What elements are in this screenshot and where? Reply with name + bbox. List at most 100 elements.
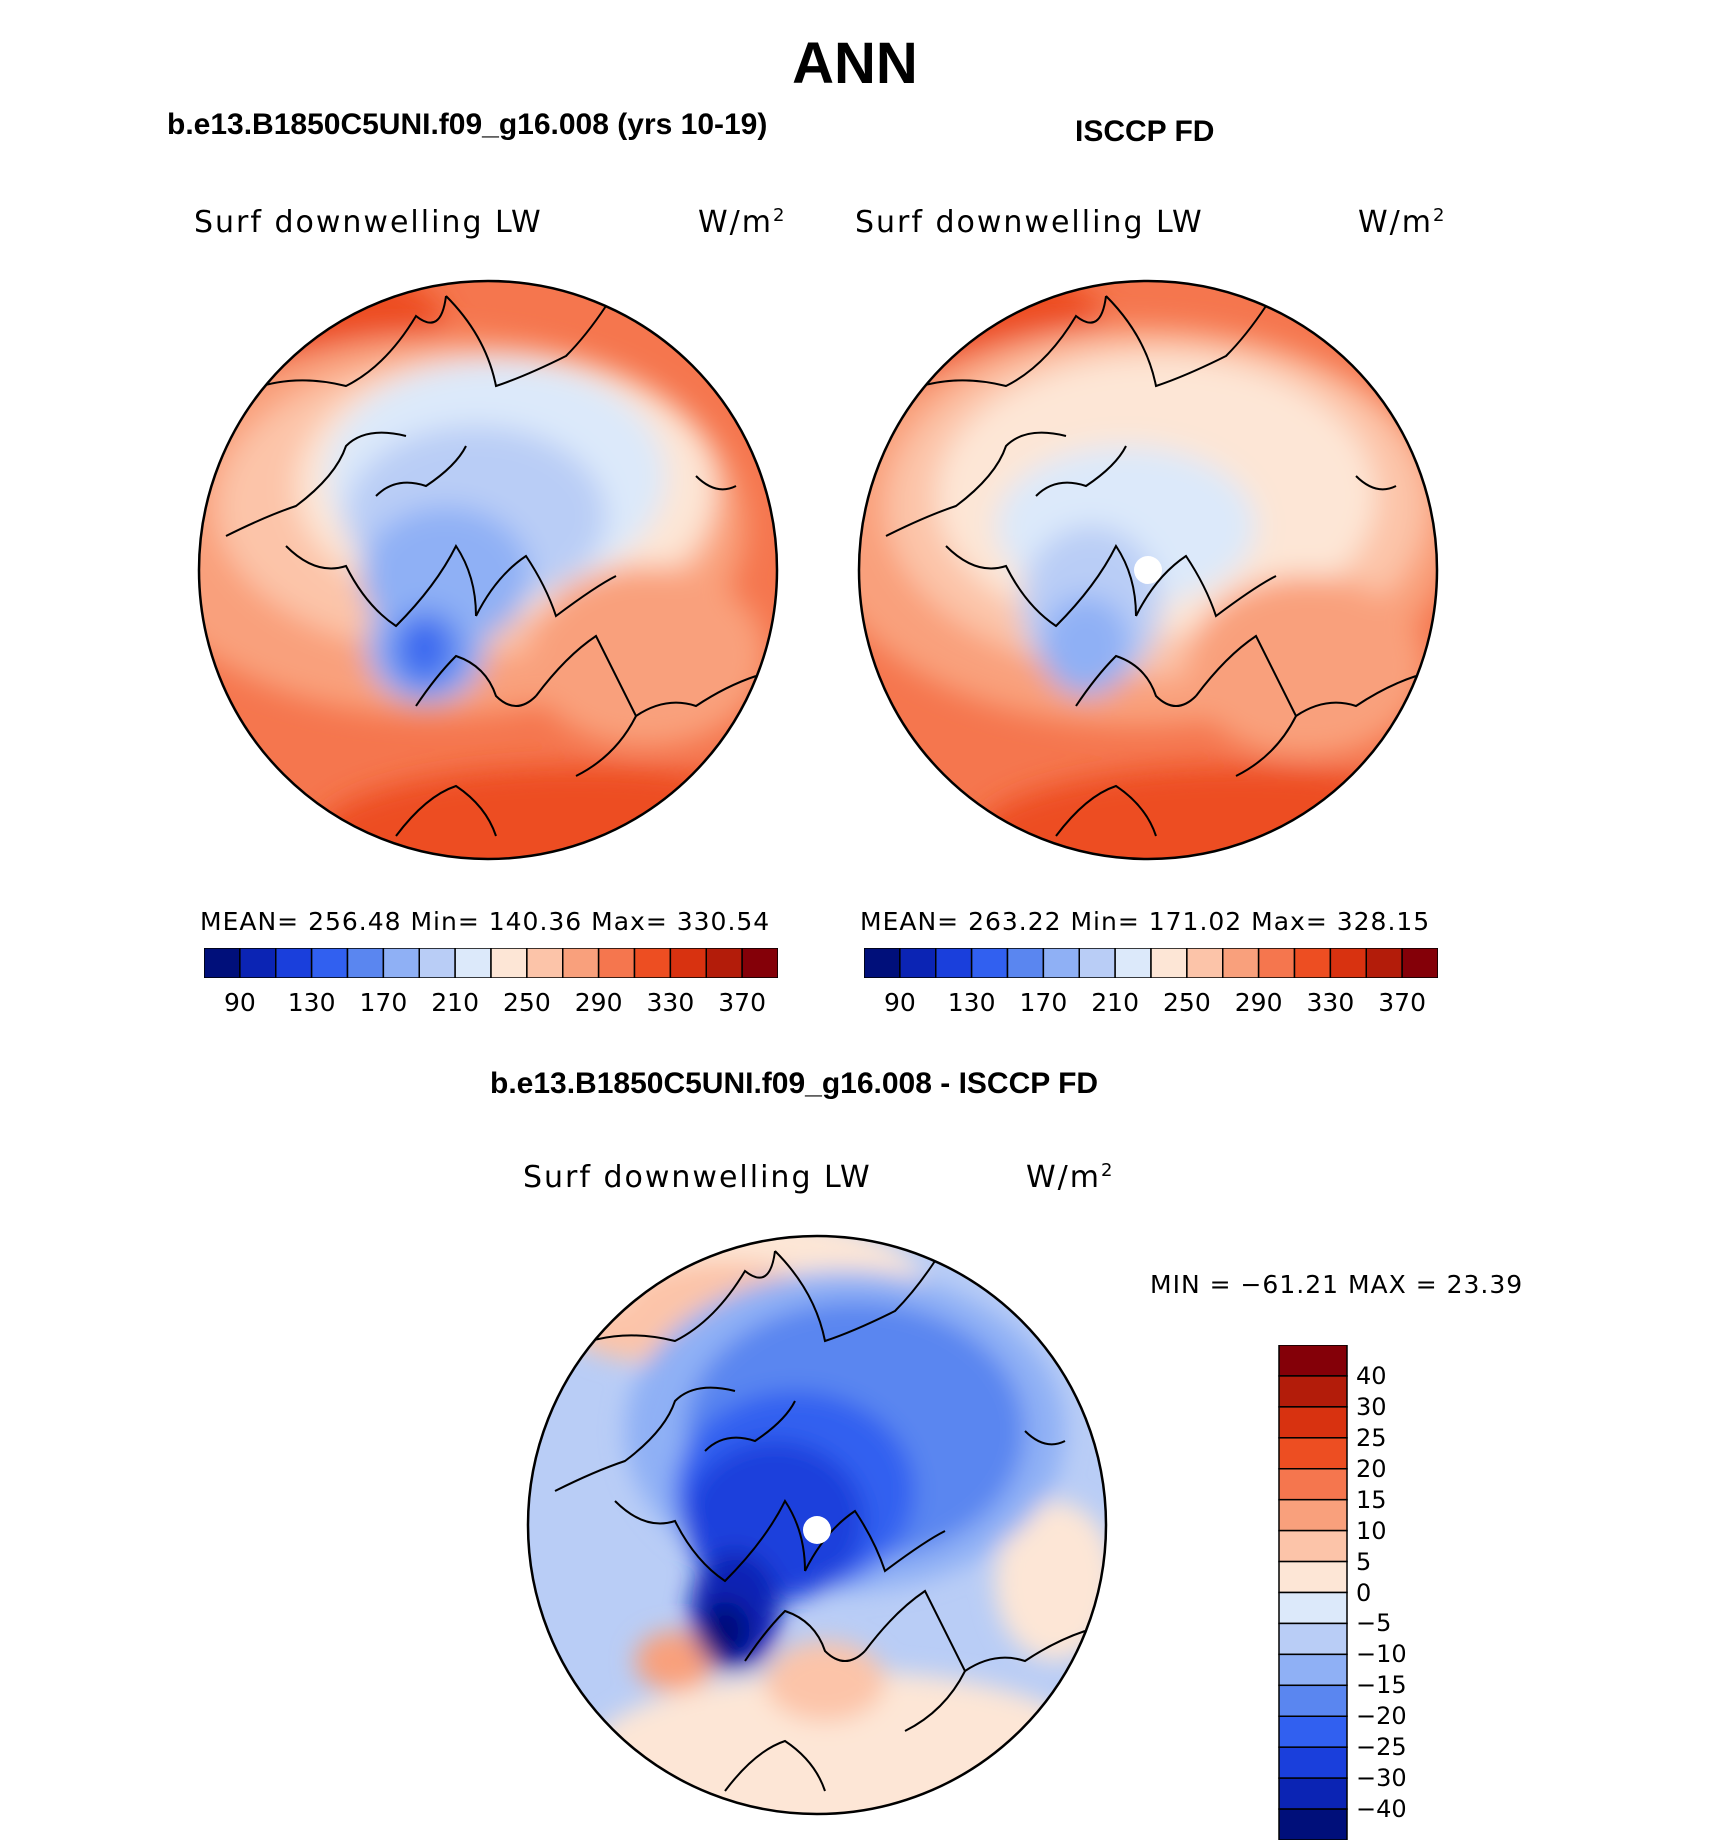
- diff-colorbar-box: [1278, 1653, 1348, 1687]
- panel2-colorbar-box: [864, 948, 901, 978]
- panel1-colorbar-box: [204, 948, 241, 978]
- panel2-colorbar-box: [1401, 948, 1438, 978]
- panel2-colorbar-box: [1150, 948, 1188, 978]
- diff-colorbar: [1278, 1345, 1348, 1840]
- diff-colorbar-box: [1278, 1498, 1348, 1532]
- panel2-colorbar-tick-label: 170: [1019, 988, 1068, 1017]
- panel1-units: W/m2: [698, 205, 787, 240]
- diff-colorbar-box: [1278, 1468, 1348, 1501]
- panel1-colorbar-tick-label: 210: [431, 988, 479, 1017]
- panel2-stats: MEAN= 263.22 Min= 171.02 Max= 328.15: [860, 907, 1431, 936]
- diff-units: W/m2: [1026, 1160, 1115, 1195]
- panel1-colorbar: [204, 948, 778, 978]
- panel1-colorbar-box: [597, 948, 636, 978]
- panel1-colorbar-box: [490, 948, 528, 978]
- panel2-colorbar-box: [1293, 948, 1332, 978]
- diff-colorbar-box: [1278, 1622, 1348, 1656]
- panel2-colorbar-box: [1186, 948, 1224, 978]
- diff-colorbar-tick-label: −15: [1356, 1671, 1407, 1700]
- panel2-colorbar-box: [1222, 948, 1260, 978]
- panel1-colorbar-tick-label: 170: [359, 988, 408, 1017]
- panel2-colorbar-tick-label: 370: [1378, 988, 1426, 1017]
- diff-colorbar-ticks: 40 30 25 20 15 10 5 0 −5 −10 −15 −20 −25 −30 −40: [1356, 1345, 1476, 1840]
- panel1-colorbar-box: [562, 948, 600, 978]
- panel1-colorbar-box: [239, 948, 277, 978]
- panel1-colorbar-box: [418, 948, 456, 978]
- panel2-colorbar-box: [1078, 948, 1116, 978]
- panel1-stats: MEAN= 256.48 Min= 140.36 Max= 330.54: [200, 907, 771, 936]
- panel2-subtitle: ISCCP FD: [1075, 115, 1215, 148]
- diff-colorbar-tick-label: −40: [1356, 1795, 1407, 1824]
- diff-colorbar-box: [1278, 1684, 1348, 1717]
- panel1-colorbar-box: [454, 948, 492, 978]
- diff-colorbar-tick-label: −20: [1356, 1702, 1407, 1731]
- panel2-colorbar-box: [970, 948, 1009, 978]
- panel1-colorbar-ticks: 90 130 170 210 250 290 330 370: [204, 988, 778, 1020]
- panel2-colorbar-box: [1329, 948, 1367, 978]
- diff-colorbar-tick-label: 10: [1356, 1516, 1387, 1545]
- diff-stats: MIN = −61.21 MAX = 23.39: [1150, 1270, 1524, 1299]
- panel1-colorbar-box: [705, 948, 743, 978]
- diff-colorbar-box: [1278, 1529, 1348, 1563]
- diff-colorbar-box: [1278, 1808, 1348, 1840]
- diff-variable-label: Surf downwelling LW: [523, 1160, 872, 1195]
- diff-colorbar-box: [1278, 1437, 1348, 1470]
- panel1-polar-map: [197, 279, 779, 861]
- panel1-colorbar-box: [275, 948, 313, 978]
- panel1-colorbar-tick-label: 290: [574, 988, 623, 1017]
- panel2-colorbar-tick-label: 90: [883, 988, 916, 1017]
- diff-colorbar-tick-label: 0: [1356, 1578, 1372, 1607]
- diff-colorbar-tick-label: 40: [1356, 1361, 1387, 1390]
- panel1-colorbar-tick-label: 90: [223, 988, 256, 1017]
- diff-colorbar-box: [1278, 1591, 1348, 1625]
- diff-colorbar-tick-label: 30: [1356, 1392, 1387, 1421]
- panel1-colorbar-box: [310, 948, 349, 978]
- diff-colorbar-tick-label: 20: [1356, 1454, 1387, 1483]
- panel1-colorbar-tick-label: 370: [718, 988, 766, 1017]
- panel1-colorbar-box: [382, 948, 420, 978]
- diff-colorbar-box: [1278, 1375, 1348, 1408]
- page-title: ANN: [792, 31, 918, 96]
- panel2-colorbar-ticks: 90 130 170 210 250 290 330 370: [864, 988, 1438, 1020]
- panel1-colorbar-box: [346, 948, 385, 978]
- panel2-colorbar-box: [935, 948, 973, 978]
- panel1-colorbar-box: [669, 948, 707, 978]
- diff-subtitle: b.e13.B1850C5UNI.f09_g16.008 - ISCCP FD: [490, 1067, 1099, 1100]
- panel2-colorbar-tick-label: 210: [1091, 988, 1139, 1017]
- diff-colorbar-box: [1278, 1777, 1348, 1810]
- panel1-colorbar-tick-label: 330: [646, 988, 695, 1017]
- diff-colorbar-tick-label: 5: [1356, 1547, 1372, 1576]
- panel2-colorbar-box: [1006, 948, 1045, 978]
- panel2-colorbar-box: [1365, 948, 1403, 978]
- panel1-colorbar-box: [526, 948, 564, 978]
- diff-colorbar-box: [1278, 1406, 1348, 1439]
- diff-colorbar-box: [1278, 1715, 1348, 1748]
- panel2-polar-map: [857, 279, 1439, 861]
- panel2-variable-label: Surf downwelling LW: [855, 205, 1204, 240]
- panel2-colorbar-box: [1257, 948, 1296, 978]
- diff-colorbar-box: [1278, 1746, 1348, 1779]
- panel2-colorbar-tick-label: 130: [947, 988, 996, 1017]
- diff-colorbar-box: [1278, 1560, 1348, 1594]
- diff-colorbar-tick-label: −25: [1356, 1733, 1407, 1762]
- diff-colorbar-tick-label: −10: [1356, 1640, 1407, 1669]
- panel1-variable-label: Surf downwelling LW: [194, 205, 543, 240]
- panel2-colorbar-tick-label: 250: [1163, 988, 1211, 1017]
- panel2-colorbar-box: [899, 948, 937, 978]
- panel2-colorbar-box: [1042, 948, 1080, 978]
- panel1-colorbar-tick-label: 250: [503, 988, 551, 1017]
- panel2-colorbar-tick-label: 290: [1234, 988, 1283, 1017]
- panel1-colorbar-box: [633, 948, 672, 978]
- panel2-colorbar-box: [1114, 948, 1152, 978]
- panel2-units: W/m2: [1358, 205, 1447, 240]
- diff-colorbar-box: [1278, 1345, 1348, 1377]
- diff-colorbar-tick-label: 25: [1356, 1423, 1387, 1452]
- panel1-subtitle: b.e13.B1850C5UNI.f09_g16.008 (yrs 10-19): [167, 108, 768, 141]
- panel1-colorbar-tick-label: 130: [287, 988, 336, 1017]
- panel2-colorbar-tick-label: 330: [1306, 988, 1355, 1017]
- panel2-colorbar: [864, 948, 1438, 978]
- panel1-colorbar-box: [741, 948, 778, 978]
- diff-polar-map: [526, 1234, 1108, 1816]
- diff-colorbar-tick-label: −30: [1356, 1764, 1407, 1793]
- diff-colorbar-tick-label: −5: [1356, 1609, 1392, 1638]
